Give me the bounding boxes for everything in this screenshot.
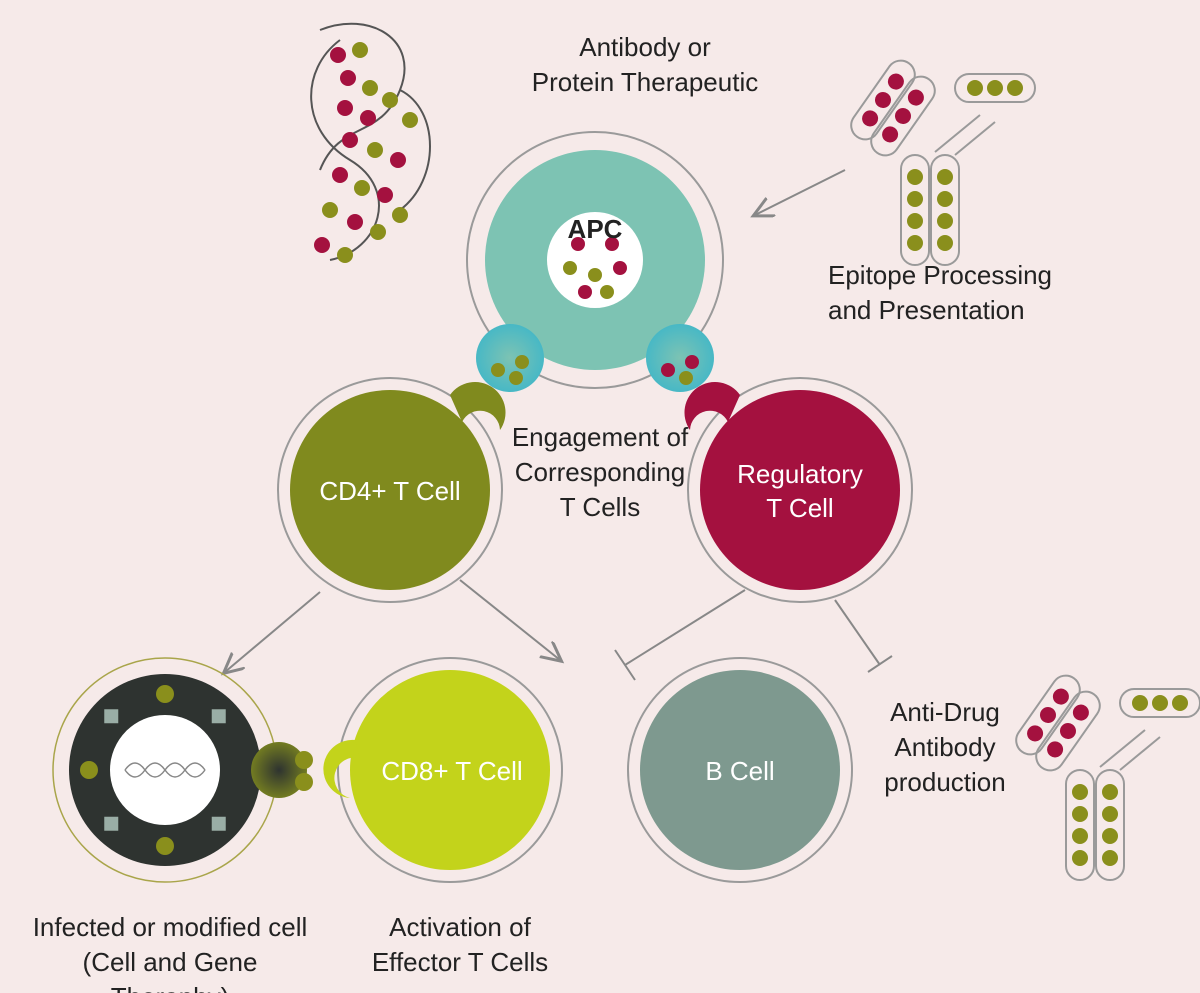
apc-cell [467, 132, 723, 392]
infected-cell [53, 658, 313, 882]
epitope-label: Epitope Processingand Presentation [828, 258, 1128, 328]
title-label: Antibody orProtein Therapeutic [460, 30, 830, 100]
infected-label: Infected or modified cell(Cell and Gene … [20, 910, 320, 993]
engagement-label: Engagement ofCorrespondingT Cells [495, 420, 705, 525]
treg-label: RegulatoryT Cell [720, 458, 880, 526]
protein-helix-icon [311, 24, 430, 263]
apc-label: APC [560, 212, 630, 247]
ada-label: Anti-DrugAntibodyproduction [870, 695, 1020, 800]
cd8-label: CD8+ T Cell [362, 755, 542, 789]
antibody-bottom-icon [1011, 670, 1200, 880]
bcell-label: B Cell [680, 755, 800, 789]
diagram-stage: Antibody orProtein Therapeutic Epitope P… [0, 0, 1200, 993]
cd4-label: CD4+ T Cell [300, 475, 480, 509]
activation-label: Activation ofEffector T Cells [340, 910, 580, 980]
antibody-top-icon [846, 55, 1035, 265]
